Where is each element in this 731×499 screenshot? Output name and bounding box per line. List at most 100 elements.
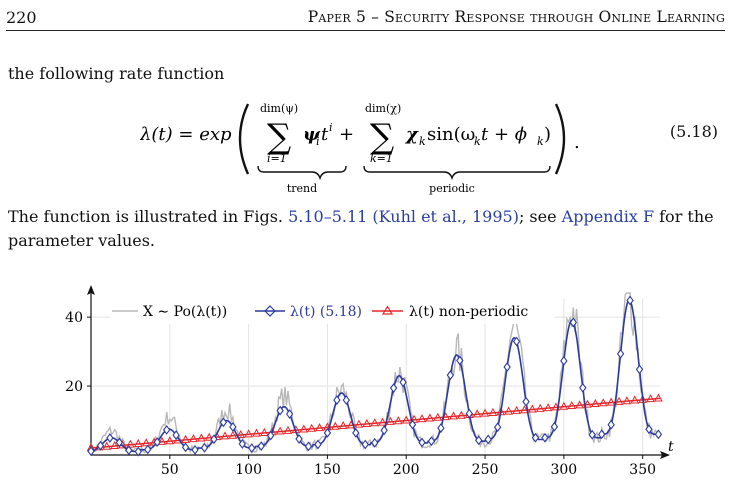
- para-text-4: for the parameter values.: [8, 207, 714, 250]
- rate-diamond-marker: [550, 421, 559, 432]
- nonperiodic-triangle-marker: [559, 401, 569, 410]
- rate-diamond-marker: [645, 424, 653, 435]
- nonperiodic-triangle-marker: [433, 412, 443, 421]
- nonperiodic-triangle-marker: [165, 436, 175, 445]
- rate-diamond-marker: [172, 430, 180, 441]
- citation-link[interactable]: (Kuhl et al., 1995): [372, 207, 519, 226]
- nonperiodic-triangle-marker: [417, 414, 427, 423]
- rate-diamond-marker: [389, 383, 398, 393]
- rate-diamond-marker: [512, 336, 521, 347]
- phi-subscript: k: [537, 135, 544, 148]
- rate-diamond-marker: [380, 425, 388, 436]
- nonperiodic-triangle-marker: [591, 398, 600, 407]
- rate-diamond-marker: [134, 446, 142, 457]
- nonperiodic-triangle-marker: [646, 394, 655, 403]
- appendix-link[interactable]: Appendix F: [561, 207, 655, 226]
- x-tick-label: 250: [472, 462, 499, 478]
- rate-diamond-marker: [408, 419, 417, 430]
- para-text-3: ; see: [518, 207, 562, 226]
- x-tick-label: 50: [161, 462, 179, 478]
- rate-diamond-marker: [342, 395, 351, 406]
- para-text-1: The function is illustrated in Figs.: [8, 207, 289, 226]
- nonperiodic-triangle-marker: [181, 434, 190, 443]
- chi-subscript: k: [419, 135, 426, 148]
- rate-diamond-marker: [399, 377, 407, 388]
- y-tick-label: 40: [65, 310, 83, 326]
- nonperiodic-triangle-marker: [378, 417, 387, 426]
- rate-diamond-marker: [352, 427, 360, 438]
- plus-sign: +: [339, 124, 354, 145]
- nonperiodic-triangle-marker: [157, 436, 167, 445]
- nonperiodic-triangle-marker: [449, 411, 458, 420]
- close-sin-paren: ): [544, 124, 551, 145]
- nonperiodic-triangle-marker: [520, 405, 529, 414]
- nonperiodic-triangle-marker: [575, 400, 584, 409]
- x-tick-label: 100: [235, 462, 262, 478]
- nonperiodic-triangle-marker: [457, 410, 466, 419]
- nonperiodic-series-line: [90, 397, 661, 449]
- chart-legend: X ∼ Po(λ(t)) λ(t) (5.18) λ(t) non-period…: [110, 298, 555, 324]
- sum2-upper-limit: dim(χ): [365, 102, 401, 115]
- nonperiodic-triangle-marker: [425, 413, 435, 422]
- nonperiodic-triangle-marker: [527, 404, 537, 413]
- nonperiodic-triangle-marker: [630, 395, 640, 404]
- nonperiodic-triangle-marker: [583, 399, 592, 408]
- nonperiodic-triangle-marker: [275, 426, 285, 435]
- nonperiodic-triangle-marker: [220, 431, 230, 440]
- sin-omega: sin(ω: [427, 124, 475, 145]
- rate-diamond-marker: [531, 432, 540, 443]
- rate-diamond-marker: [96, 440, 105, 451]
- sum1-symbol: ∑: [267, 117, 291, 157]
- rate-diamond-marker: [654, 429, 663, 440]
- running-header: 220 Paper 5 – Security Response through …: [6, 6, 725, 31]
- nonperiodic-triangle-marker: [189, 434, 198, 443]
- rate-diamond-marker: [162, 424, 171, 435]
- t-base: t: [321, 124, 329, 145]
- rate-diamond-marker: [266, 430, 275, 441]
- rate-function-chart: 50 100 150 200 250 300 350 20 40 t X ∼ Po(λ(t)) λ…: [65, 285, 674, 478]
- nonperiodic-triangle-marker: [110, 440, 119, 450]
- rate-diamond-marker: [465, 408, 473, 419]
- x-tick-label: 350: [629, 462, 656, 478]
- nonperiodic-triangle-marker: [394, 416, 403, 425]
- rate-diamond-marker: [503, 362, 511, 372]
- rate-diamond-marker: [238, 438, 247, 449]
- periodic-underbrace: [363, 165, 551, 181]
- rate-diamond-marker: [541, 432, 549, 443]
- equation-body: λ(t) = exp dim(ψ) ∑ i=1 ψ i t i + dim(χ)…: [140, 102, 580, 195]
- rate-diamond-marker: [626, 295, 634, 306]
- nonperiodic-triangle-marker: [614, 396, 624, 405]
- rate-diamond-marker: [219, 417, 228, 428]
- periodic-label: periodic: [429, 182, 475, 195]
- rate-diamond-marker: [522, 396, 530, 407]
- rate-diamond-marker: [371, 437, 379, 448]
- nonperiodic-triangle-marker: [598, 398, 608, 407]
- y-axis-arrow: [87, 285, 95, 295]
- nonperiodic-triangle-marker: [330, 421, 340, 430]
- rate-diamond-marker: [153, 437, 161, 448]
- rate-diamond-marker: [579, 382, 587, 393]
- nonperiodic-triangle-marker: [370, 418, 380, 427]
- rate-diamond-marker: [456, 355, 464, 366]
- x-tick-label: 200: [393, 462, 420, 478]
- nonperiodic-triangle-marker: [480, 408, 490, 417]
- nonperiodic-triangle-marker: [196, 433, 206, 442]
- rate-diamond-marker: [475, 435, 483, 446]
- rate-diamond-marker: [446, 370, 455, 381]
- equation-period: .: [574, 132, 580, 153]
- x-tick-label: 150: [314, 462, 341, 478]
- figure-link[interactable]: 5.10–5.11: [288, 207, 368, 226]
- psi-coefficient: ψ: [303, 124, 321, 145]
- rate-diamond-marker: [200, 442, 209, 453]
- nonperiodic-triangle-marker: [606, 397, 616, 406]
- t-exponent: i: [329, 121, 333, 134]
- sum1-upper-limit: dim(ψ): [260, 102, 298, 115]
- nonperiodic-triangle-marker: [488, 407, 498, 416]
- nonperiodic-triangle-marker: [354, 419, 364, 428]
- rate-diamond-marker: [229, 422, 237, 432]
- nonperiodic-triangle-marker: [567, 401, 577, 410]
- rate-diamond-marker: [588, 429, 596, 440]
- rate-diamond-marker: [635, 364, 644, 375]
- nonperiodic-triangle-marker: [535, 403, 545, 412]
- right-paren: [554, 103, 566, 175]
